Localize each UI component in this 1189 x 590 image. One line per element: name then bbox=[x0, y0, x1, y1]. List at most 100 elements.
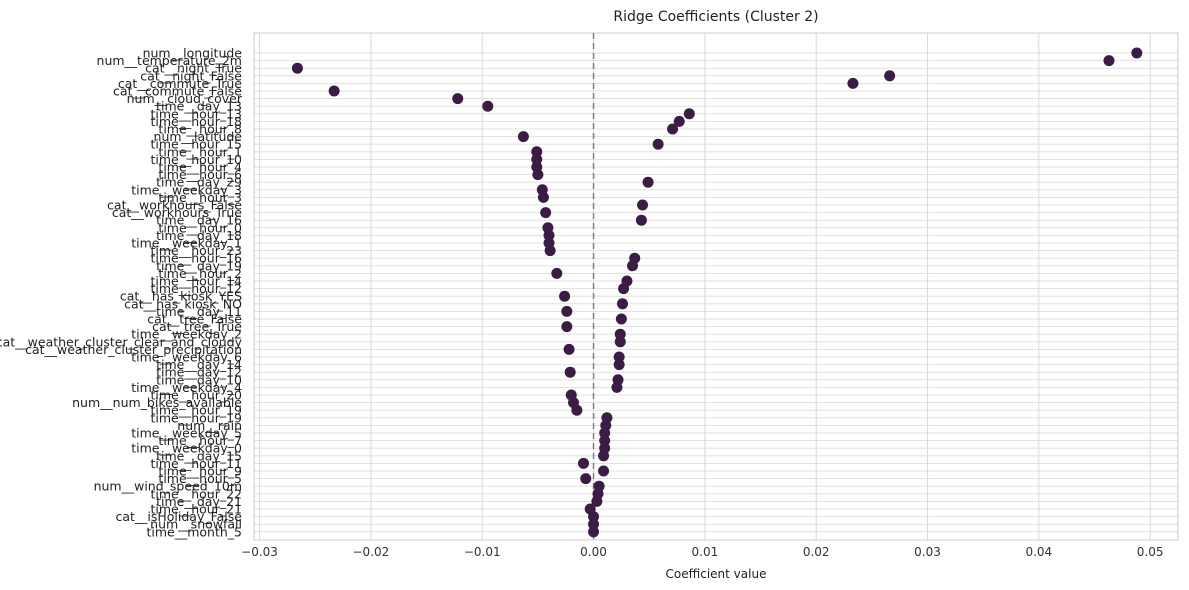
coefficient-point bbox=[635, 214, 647, 226]
x-tick-label: −0.03 bbox=[241, 545, 278, 559]
coefficient-point bbox=[482, 100, 494, 112]
coefficient-point bbox=[613, 351, 625, 363]
coefficient-point bbox=[588, 511, 600, 523]
coefficient-point bbox=[588, 526, 600, 538]
x-tick-labels: −0.03 −0.02 −0.01 0.00 0.01 0.02 0.03 0.04 0.05 bbox=[241, 545, 1163, 559]
y-category-label: cat__tree_True bbox=[152, 319, 242, 334]
x-tick-label: −0.02 bbox=[353, 545, 390, 559]
y-category-label: time__weekday_5 bbox=[131, 426, 242, 441]
y-category-label: time__hour_19 bbox=[150, 403, 242, 418]
coefficient-point bbox=[537, 191, 549, 203]
y-category-label: time__hour_6 bbox=[158, 167, 242, 182]
y-category-label: num__wind_speed_10m bbox=[94, 479, 242, 494]
coefficient-point bbox=[532, 169, 544, 181]
coefficient-point bbox=[611, 381, 623, 393]
y-category-label: num__snowfall bbox=[150, 517, 242, 532]
coefficient-point bbox=[614, 336, 626, 348]
coefficient-point bbox=[588, 518, 600, 530]
y-category-label: time__day_21 bbox=[156, 494, 242, 509]
coefficient-point bbox=[571, 404, 583, 416]
y-category-label: time__day_19 bbox=[156, 258, 242, 273]
y-category-label: cat__has_kiosk_NO bbox=[124, 296, 242, 311]
y-category-label: cat__night_True bbox=[145, 61, 242, 76]
y-category-label: time__weekday_4 bbox=[131, 380, 242, 395]
coefficient-point bbox=[544, 245, 556, 257]
plot-frame bbox=[253, 32, 1179, 541]
coefficient-point bbox=[847, 77, 859, 89]
coefficient-point bbox=[531, 153, 543, 165]
y-category-label: time__weekday_1 bbox=[131, 236, 242, 251]
coefficient-point bbox=[642, 176, 654, 188]
y-category-label: time__day_14 bbox=[156, 357, 242, 372]
y-category-label: time__day_16 bbox=[156, 213, 242, 228]
chart-title: Ridge Coefficients (Cluster 2) bbox=[613, 9, 818, 25]
y-category-label: num__latitude bbox=[154, 129, 243, 144]
y-category-label: time__day_15 bbox=[156, 448, 242, 463]
y-category-label: time__day_11 bbox=[156, 304, 242, 319]
coefficient-point bbox=[598, 465, 610, 477]
y-category-label: cat__weather_cluster_clear_and_cloudy bbox=[0, 334, 243, 349]
y-category-label: cat__weather_cluster_precipitation bbox=[25, 342, 242, 357]
coefficient-point bbox=[591, 495, 603, 507]
coefficient-point bbox=[578, 457, 590, 469]
y-category-label: time__day_29 bbox=[156, 175, 242, 190]
y-category-label: time__hour_21 bbox=[150, 502, 242, 517]
y-category-label: time__day_13 bbox=[156, 99, 242, 114]
y-category-label: time__hour_9 bbox=[158, 464, 242, 479]
y-category-label: cat__commute_True bbox=[118, 76, 242, 91]
y-category-label: num__temperature_2m bbox=[97, 53, 242, 68]
y-category-label: time__hour_16 bbox=[150, 251, 242, 266]
y-category-label: time__month_5 bbox=[146, 524, 242, 539]
coefficient-point bbox=[599, 427, 611, 439]
y-category-label: num__rain bbox=[177, 418, 242, 433]
coefficient-point bbox=[561, 321, 573, 333]
y-category-label: time__hour_23 bbox=[150, 243, 242, 258]
coefficient-point bbox=[563, 343, 575, 355]
coefficient-point bbox=[884, 70, 896, 82]
y-category-label: cat__workhours_False bbox=[107, 198, 242, 213]
y-category-label: time__hour_5 bbox=[158, 471, 242, 486]
y-category-label: time__hour_4 bbox=[158, 160, 242, 175]
y-category-label: time__hour_20 bbox=[150, 388, 242, 403]
x-tick-label: 0.03 bbox=[914, 545, 941, 559]
x-tick-label: 0.05 bbox=[1137, 545, 1164, 559]
coefficient-point bbox=[613, 359, 625, 371]
y-category-label: cat__night_False bbox=[140, 68, 242, 83]
y-category-label: time__weekday_2 bbox=[131, 327, 242, 342]
coefficient-point bbox=[618, 283, 630, 295]
coefficient-point bbox=[637, 199, 649, 211]
y-category-label: time__hour_18 bbox=[150, 114, 242, 129]
coefficient-point bbox=[580, 473, 592, 485]
coefficient-point bbox=[1103, 55, 1115, 67]
y-category-label: time__hour_12 bbox=[150, 281, 242, 296]
y-category-label: time__weekday_0 bbox=[131, 441, 242, 456]
y-category-label: time__hour_22 bbox=[150, 486, 242, 501]
coefficient-point bbox=[615, 313, 627, 325]
y-category-label: num__num_bikes_available bbox=[72, 395, 242, 410]
y-category-label: time__day_18 bbox=[156, 228, 242, 243]
y-category-label: cat__commute_False bbox=[113, 84, 242, 99]
coefficient-point bbox=[564, 366, 576, 378]
coefficient-point bbox=[543, 229, 555, 241]
y-category-label: num__cloud_cover bbox=[127, 91, 243, 106]
coefficient-point bbox=[652, 138, 664, 150]
y-category-label: time__hour_10 bbox=[150, 152, 242, 167]
coefficient-point bbox=[559, 290, 571, 302]
coefficient-point bbox=[683, 108, 695, 120]
coefficient-points bbox=[291, 47, 1143, 538]
coefficient-point bbox=[614, 328, 626, 340]
y-category-label: time__hour_11 bbox=[150, 456, 242, 471]
y-category-label: time__hour_0 bbox=[158, 220, 242, 235]
x-tick-label: −0.01 bbox=[464, 545, 501, 559]
y-category-label: time__hour_1 bbox=[158, 144, 242, 159]
y-category-label: time__hour_3 bbox=[158, 190, 242, 205]
coefficient-point bbox=[517, 131, 529, 143]
y-category-label: time__hour_14 bbox=[150, 274, 242, 289]
coefficient-point bbox=[1131, 47, 1143, 59]
x-tick-label: 0.02 bbox=[803, 545, 830, 559]
x-axis-label: Coefficient value bbox=[666, 567, 767, 581]
y-category-label: time__weekday_6 bbox=[131, 350, 242, 365]
coefficient-point bbox=[627, 260, 639, 272]
y-category-label: time__day_10 bbox=[156, 372, 242, 387]
y-category-label: time__weekday_3 bbox=[131, 182, 242, 197]
